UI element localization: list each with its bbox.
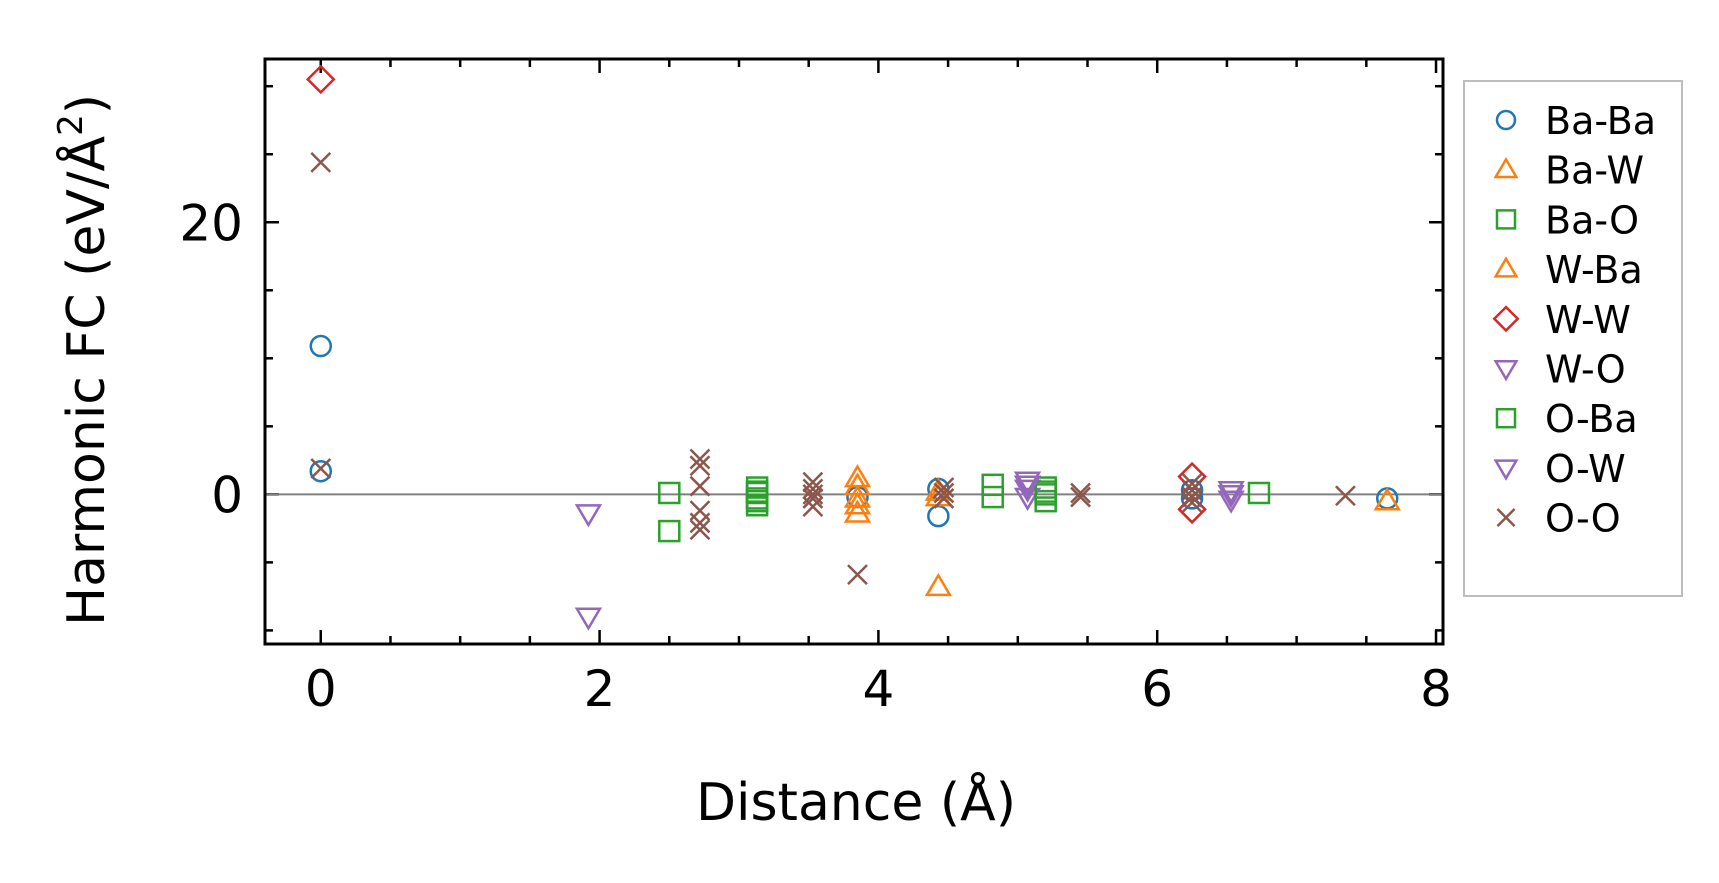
point-ba-w <box>924 572 953 597</box>
point-o-ba <box>1034 480 1057 503</box>
point-o-o <box>802 496 824 517</box>
legend-label: Ba-W <box>1545 149 1644 193</box>
point-o-o <box>310 458 332 479</box>
y-tick-label: 20 <box>179 194 243 252</box>
legend-label: W-Ba <box>1545 248 1643 292</box>
legend-marker-ba-w <box>1493 156 1519 179</box>
x-axis-title: Distance (Å) <box>696 771 1016 833</box>
point-o-o <box>689 448 711 470</box>
point-w-w <box>305 64 336 95</box>
point-w-o <box>1013 471 1042 495</box>
y-axis-title: Harmonic FC (eV/Å2) <box>51 94 117 626</box>
legend-label: Ba-Ba <box>1545 99 1656 143</box>
point-o-w <box>1217 485 1245 509</box>
point-ba-w <box>843 484 872 508</box>
point-w-o <box>1013 479 1042 503</box>
point-o-o <box>1181 486 1203 508</box>
point-w-o <box>1013 487 1042 512</box>
x-tick-label: 6 <box>1141 660 1173 718</box>
point-w-o <box>1217 490 1245 514</box>
point-ba-ba <box>309 459 333 483</box>
point-o-o <box>1070 486 1091 508</box>
x-tick-label: 8 <box>1420 660 1452 718</box>
point-o-o <box>689 512 711 534</box>
legend-label: O-O <box>1545 497 1621 541</box>
point-ba-o <box>745 481 769 505</box>
point-o-o <box>933 488 955 509</box>
point-o-o <box>689 455 711 477</box>
legend-marker-ba-o <box>1495 209 1517 230</box>
legend-marker-o-ba <box>1495 407 1517 429</box>
point-ba-w <box>1373 487 1401 511</box>
point-o-o <box>802 488 824 509</box>
point-ba-ba <box>309 334 333 358</box>
point-o-o <box>933 477 955 498</box>
point-o-o <box>847 564 868 585</box>
legend-marker-w-o <box>1493 360 1519 382</box>
legend-label: W-W <box>1545 298 1631 342</box>
legend-label: W-O <box>1545 348 1626 392</box>
legend-marker-ba-ba <box>1495 109 1517 131</box>
point-o-o <box>689 519 711 541</box>
point-o-o <box>1181 492 1203 513</box>
point-ba-ba <box>927 504 950 528</box>
point-o-o <box>689 475 711 497</box>
point-ba-ba <box>1180 479 1204 502</box>
point-w-o <box>574 504 603 528</box>
axis-ticks <box>265 59 1443 644</box>
x-tick-label: 0 <box>305 660 337 718</box>
point-ba-o <box>981 485 1004 509</box>
x-tick-label: 2 <box>584 660 616 718</box>
legend-marker-w-ba <box>1493 256 1519 278</box>
point-o-o <box>310 152 332 173</box>
point-w-o <box>574 607 603 631</box>
y-tick-label: 0 <box>211 466 243 524</box>
x-tick-label: 4 <box>862 660 894 718</box>
plot-frame <box>263 57 1445 646</box>
point-o-o <box>1335 485 1356 507</box>
legend-marker-w-w <box>1492 305 1520 333</box>
point-ba-o <box>658 481 681 505</box>
y-axis-title-main: Harmonic FC (eV/Å <box>55 135 117 626</box>
point-ba-o <box>1247 481 1271 505</box>
point-o-o <box>933 482 955 504</box>
data-points <box>305 64 1401 631</box>
tick-labels: 0 2 4 6 8 0 20 <box>179 194 1452 718</box>
legend-marker-o-w <box>1493 459 1519 481</box>
point-ba-o <box>981 473 1004 497</box>
point-o-o <box>1070 482 1091 504</box>
point-ba-w <box>843 499 872 523</box>
point-o-ba <box>745 489 769 513</box>
legend-marker-o-o <box>1496 508 1516 528</box>
point-o-w <box>1013 475 1042 499</box>
legend: Ba-Ba Ba-W Ba-O W-Ba W-W W-O O-Ba O-W O-O <box>1463 80 1683 597</box>
point-o-o <box>802 478 824 500</box>
y-axis-title-sup: 2 <box>51 114 91 136</box>
y-axis-title-close: ) <box>57 94 117 114</box>
legend-label: O-Ba <box>1545 397 1638 441</box>
point-w-ba <box>843 491 872 515</box>
point-ba-o <box>658 519 681 543</box>
legend-label: O-W <box>1545 447 1626 491</box>
legend-label: Ba-O <box>1545 198 1639 242</box>
